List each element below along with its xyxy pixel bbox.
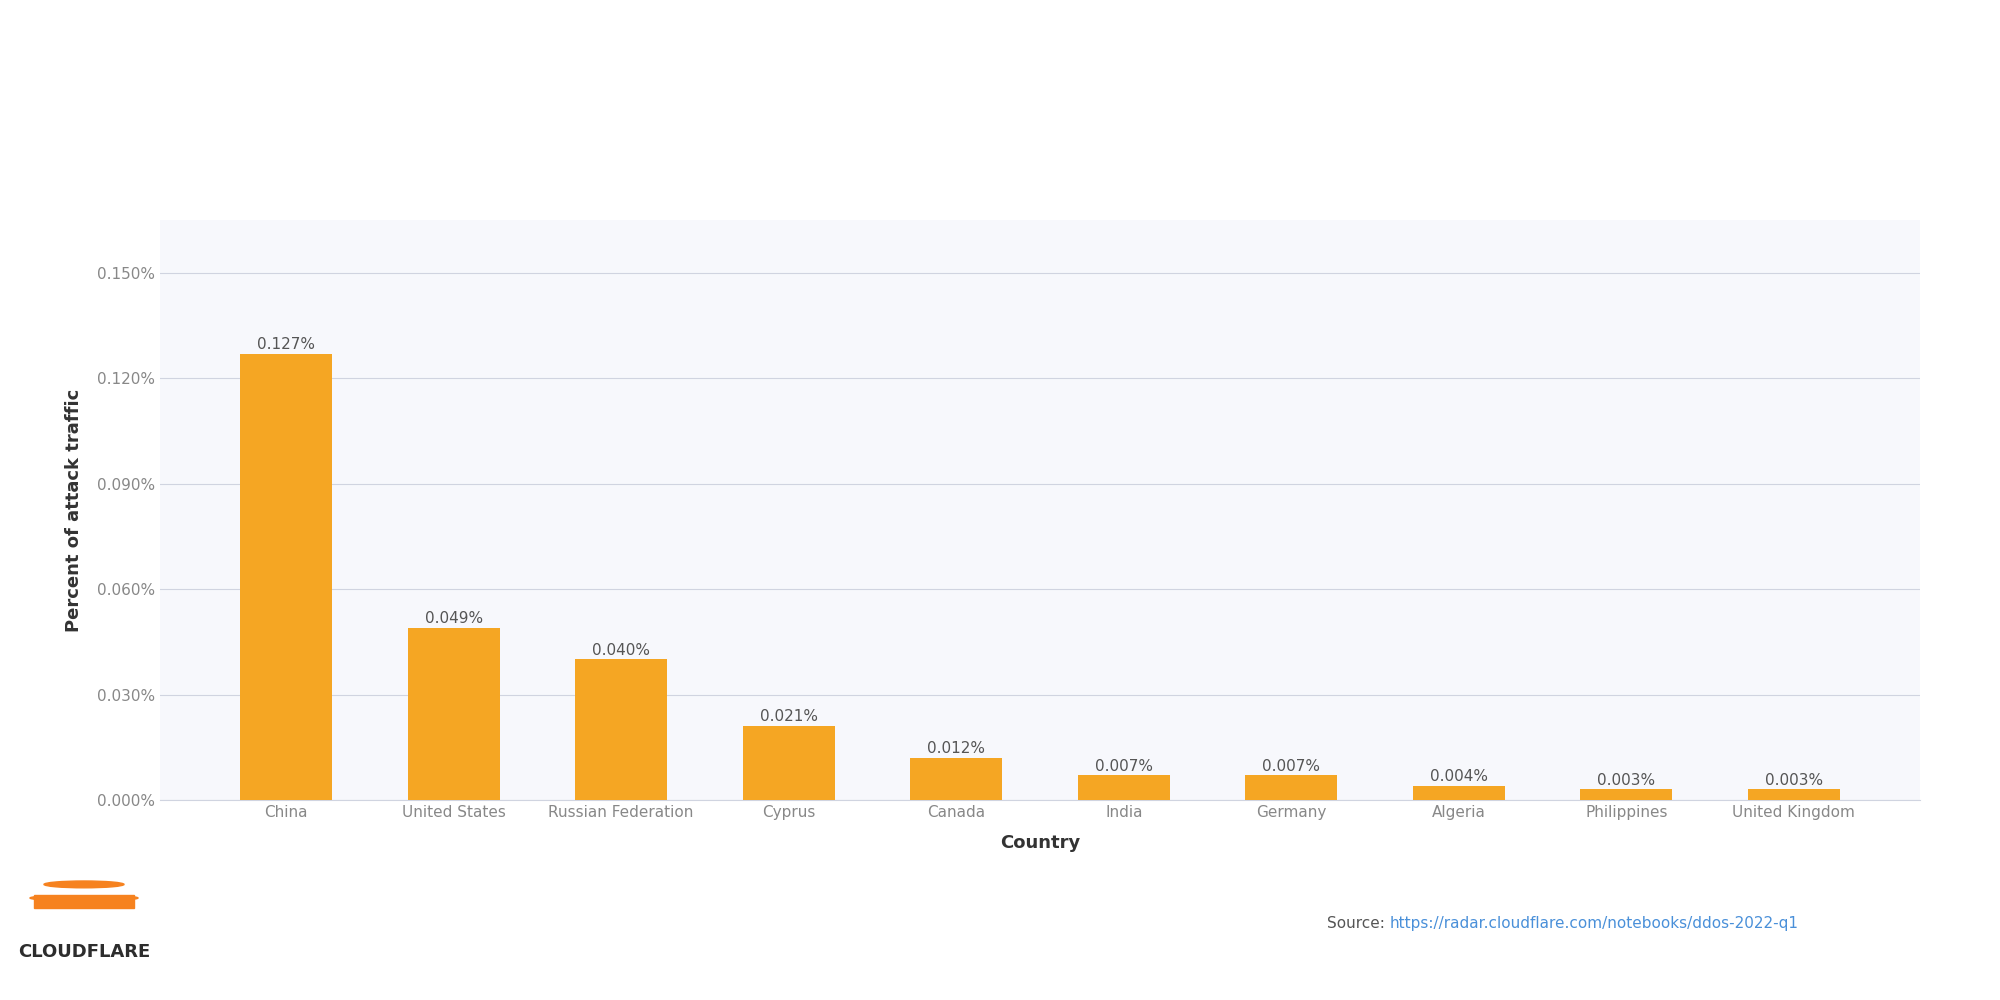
Bar (1748, 789, 1840, 800)
Bar (408, 628, 500, 800)
Y-axis label: Percent of attack traffic: Percent of attack traffic (66, 388, 84, 632)
Text: Application-Layer DDoS Attacks - Distribution by target country: Application-Layer DDoS Attacks - Distrib… (50, 62, 1202, 93)
Circle shape (86, 896, 138, 900)
Bar (1580, 789, 1672, 800)
Text: Source:: Source: (1328, 916, 1390, 931)
Bar (1246, 775, 1338, 800)
Text: 0.012%: 0.012% (928, 741, 986, 756)
Text: 0.007%: 0.007% (1094, 759, 1152, 774)
Bar (576, 659, 668, 800)
Bar (240, 354, 332, 800)
Bar (910, 758, 1002, 800)
Circle shape (30, 896, 82, 900)
Text: 0.127%: 0.127% (258, 337, 316, 352)
Text: https://radar.cloudflare.com/notebooks/ddos-2022-q1: https://radar.cloudflare.com/notebooks/d… (1390, 916, 1800, 931)
Text: CLOUDFLARE: CLOUDFLARE (18, 943, 150, 961)
Text: 0.007%: 0.007% (1262, 759, 1320, 774)
Circle shape (44, 881, 124, 888)
Bar (742, 726, 834, 800)
Text: 0.003%: 0.003% (1764, 773, 1822, 788)
Bar (1412, 786, 1504, 800)
Text: 0.049%: 0.049% (424, 611, 482, 626)
Text: 0.021%: 0.021% (760, 709, 818, 724)
Text: 0.040%: 0.040% (592, 643, 650, 658)
Text: 0.004%: 0.004% (1430, 769, 1488, 784)
Bar (34, 895, 134, 908)
Bar (1078, 775, 1170, 800)
Text: 0.003%: 0.003% (1598, 773, 1656, 788)
X-axis label: Country: Country (1000, 834, 1080, 852)
